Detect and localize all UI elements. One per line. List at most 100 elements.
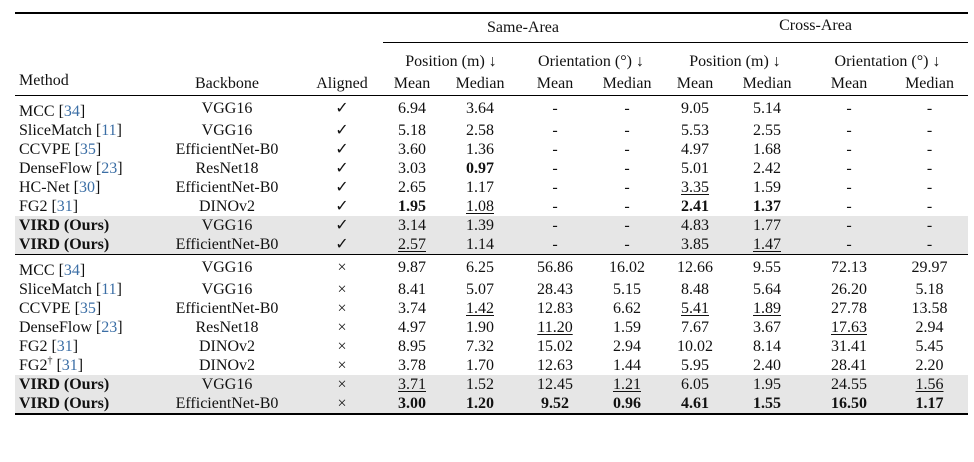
- same-ori-mean-value: -: [552, 100, 558, 117]
- same-ori-median-value: -: [624, 217, 630, 234]
- same-ori-mean-value: -: [552, 141, 558, 158]
- cross-ori-median-cell: -: [891, 159, 968, 178]
- method-name: FG2: [19, 198, 48, 215]
- cross-ori-median-cell: 13.58: [891, 299, 968, 318]
- same-ori-mean-cell: 28.43: [519, 280, 591, 299]
- cross-ori-median-value: 2.20: [915, 357, 944, 374]
- same-pos-median-cell: 6.25: [441, 255, 519, 281]
- cross-pos-mean-value: 9.05: [681, 100, 709, 117]
- same-pos-mean-header: Mean: [393, 74, 431, 92]
- aligned-mark: ×: [337, 376, 347, 393]
- method-name: DenseFlow: [19, 319, 92, 336]
- backbone-cell: ResNet18: [195, 160, 259, 177]
- cross-ori-median-value: -: [926, 122, 933, 139]
- citation-link[interactable]: 31: [61, 357, 78, 374]
- cross-ori-mean-value: 16.50: [831, 395, 867, 412]
- same-ori-median-cell: -: [591, 96, 663, 122]
- same-pos-median-cell: 1.08: [441, 197, 519, 216]
- same-pos-mean-cell: 3.71: [383, 375, 441, 394]
- same-ori-median-value: 16.02: [609, 259, 645, 276]
- same-pos-mean-cell: 9.87: [383, 255, 441, 281]
- same-ori-median-cell: -: [591, 197, 663, 216]
- same-pos-median-value: 3.64: [466, 100, 494, 117]
- aligned-mark: ×: [337, 338, 347, 355]
- citation-link[interactable]: 31: [56, 198, 73, 215]
- cross-ori-mean-value: -: [846, 141, 852, 158]
- method-cell: VIRD (Ours): [15, 375, 153, 394]
- cross-ori-median-cell: 1.17: [891, 394, 968, 414]
- same-pos-median-cell: 1.90: [441, 318, 519, 337]
- same-ori-median-value: -: [624, 236, 630, 253]
- unaligned-section: MCC [34] VGG16 × 9.87 6.25 56.86 16.02 12.66 9.5…: [15, 255, 968, 414]
- aligned-mark: ✓: [335, 122, 349, 139]
- citation-link[interactable]: 23: [101, 160, 118, 177]
- cross-ori-median-value: 13.58: [911, 300, 948, 317]
- method-cell: CCVPE [35]: [19, 300, 102, 317]
- cross-ori-mean-value: -: [846, 160, 852, 177]
- header-group-row: Same-Area Cross-Area: [15, 13, 968, 43]
- aligned-mark: ✓: [335, 100, 349, 117]
- cross-ori-mean-value: 28.41: [831, 357, 867, 374]
- cross-ori-mean-cell: 27.78: [807, 299, 891, 318]
- same-ori-median-cell: -: [591, 121, 663, 140]
- citation-link[interactable]: 34: [63, 262, 80, 279]
- same-pos-median-cell: 1.17: [441, 178, 519, 197]
- aligned-section: MCC [34] VGG16 ✓ 6.94 3.64- -9.05 5.14- - SliceM…: [15, 96, 968, 255]
- cross-ori-mean-cell: 17.63: [807, 318, 891, 337]
- same-orientation-header: Orientation (°) ↓: [538, 53, 644, 70]
- method-cell: MCC [34]: [19, 262, 86, 279]
- cross-pos-median-value: 3.67: [753, 319, 781, 336]
- citation-link[interactable]: 30: [78, 179, 95, 196]
- cross-ori-mean-header: Mean: [830, 74, 868, 92]
- cross-pos-median-cell: 3.67: [727, 318, 807, 337]
- cross-pos-median-cell: 1.47: [727, 235, 807, 255]
- cross-pos-median-value: 1.77: [753, 217, 781, 234]
- citation-link[interactable]: 34: [63, 103, 80, 120]
- same-ori-mean-value: 9.52: [541, 395, 569, 412]
- same-pos-median-cell: 1.36: [441, 140, 519, 159]
- same-ori-median-cell: -: [591, 178, 663, 197]
- method-cell: FG2 [31]: [19, 338, 79, 355]
- aligned-mark: ✓: [335, 236, 349, 253]
- same-ori-median-value: 0.96: [613, 395, 641, 412]
- citation-link[interactable]: 11: [101, 281, 117, 298]
- cross-pos-mean-value: 4.61: [681, 395, 709, 412]
- cross-ori-mean-cell: -: [807, 216, 891, 235]
- same-ori-mean-value: -: [552, 217, 558, 234]
- cross-pos-mean-value: 2.41: [681, 198, 709, 215]
- same-ori-mean-cell: 56.86: [519, 255, 591, 281]
- same-pos-mean-value: 1.95: [398, 198, 426, 215]
- method-cell: VIRD (Ours): [15, 216, 153, 235]
- backbone-header: Backbone: [195, 74, 259, 92]
- cross-pos-mean-cell: 4.97: [663, 140, 727, 159]
- same-pos-mean-cell: 3.78: [383, 356, 441, 375]
- same-ori-mean-cell: -: [519, 159, 591, 178]
- same-pos-median-cell: 1.20: [441, 394, 519, 414]
- method-cell: HC-Net [30]: [19, 179, 101, 196]
- citation-link[interactable]: 31: [56, 338, 73, 355]
- same-pos-mean-value: 3.60: [398, 141, 426, 158]
- citation-link[interactable]: 11: [101, 122, 117, 139]
- same-pos-mean-cell: 3.03: [383, 159, 441, 178]
- cross-ori-mean-value: 72.13: [831, 259, 867, 276]
- same-ori-mean-value: 12.63: [537, 357, 573, 374]
- aligned-mark: ×: [337, 395, 347, 412]
- citation-link[interactable]: 35: [79, 300, 96, 317]
- cross-pos-median-cell: 2.42: [727, 159, 807, 178]
- cross-ori-mean-cell: -: [807, 178, 891, 197]
- same-pos-median-value: 2.58: [466, 122, 494, 139]
- cross-ori-mean-cell: 31.41: [807, 337, 891, 356]
- same-ori-mean-cell: -: [519, 197, 591, 216]
- same-pos-mean-value: 8.41: [398, 281, 426, 298]
- cross-ori-median-cell: 2.20: [891, 356, 968, 375]
- backbone-cell: EfficientNet-B0: [175, 300, 279, 317]
- cross-ori-median-value: 5.18: [915, 281, 944, 298]
- backbone-cell: EfficientNet-B0: [175, 236, 279, 253]
- same-ori-median-value: -: [624, 198, 630, 215]
- header-column-row: Method Backbone Aligned Mean Median Mean…: [15, 71, 968, 96]
- citation-link[interactable]: 35: [79, 141, 96, 158]
- citation-link[interactable]: 23: [101, 319, 118, 336]
- same-ori-mean-cell: -: [519, 96, 591, 122]
- table-row: HC-Net [30] EfficientNet-B0 ✓ 2.65 1.17 - - 3.3…: [15, 178, 968, 197]
- same-ori-mean-cell: -: [519, 121, 591, 140]
